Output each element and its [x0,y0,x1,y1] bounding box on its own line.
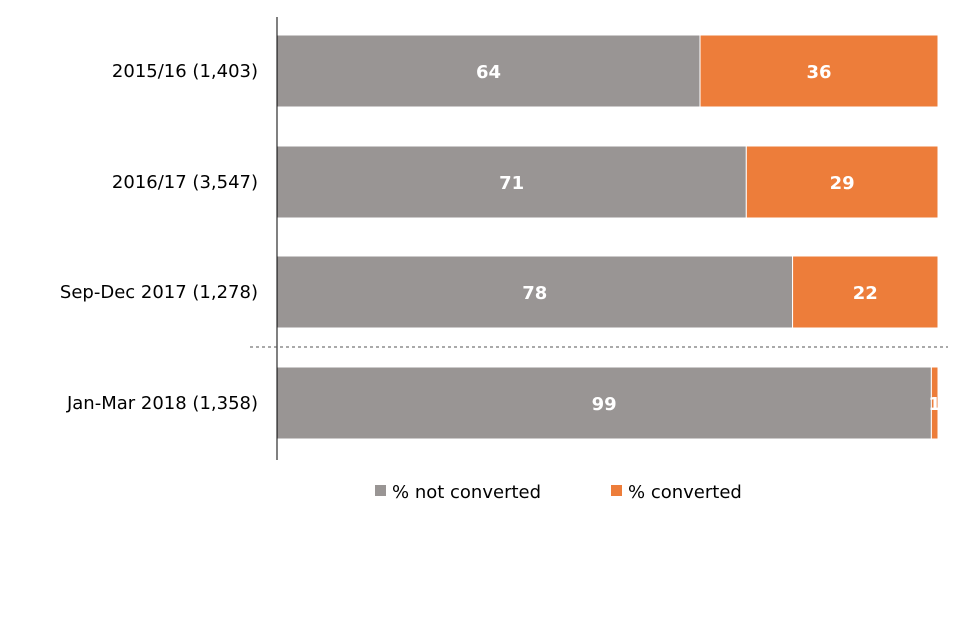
bar-not-converted [276,366,932,440]
legend-label: % converted [628,482,742,503]
category-label: 2016/17 (3,547) [112,172,258,193]
data-label-not-converted: 71 [499,173,524,194]
legend-item-not-converted: % not converted [375,482,541,503]
legend-swatch [375,485,386,496]
legend-item-converted: % converted [611,482,742,503]
data-label-converted: 22 [853,283,878,304]
data-label-not-converted: 99 [592,394,617,415]
bars-layer: 64 36 71 29 78 22 99 1 [276,34,941,440]
bar-not-converted [276,255,794,329]
category-labels: 2015/16 (1,403) 2016/17 (3,547) Sep-Dec 20… [60,61,258,414]
data-label-converted: 36 [806,62,831,83]
bar-not-converted [276,34,701,108]
legend-swatch [611,485,622,496]
data-label-converted: 1 [928,394,941,415]
data-label-converted: 29 [830,173,855,194]
category-label: 2015/16 (1,403) [112,61,258,82]
bar-converted [699,34,939,108]
category-label: Sep-Dec 2017 (1,278) [60,282,258,303]
bar-converted [930,366,939,440]
data-label-not-converted: 64 [476,62,501,83]
bar-converted [792,255,939,329]
bar-not-converted [276,145,747,219]
data-label-not-converted: 78 [522,283,547,304]
legend-label: % not converted [392,482,541,503]
legend: % not converted % converted [375,482,742,503]
category-label: Jan-Mar 2018 (1,358) [66,393,258,414]
bar-converted [745,145,939,219]
